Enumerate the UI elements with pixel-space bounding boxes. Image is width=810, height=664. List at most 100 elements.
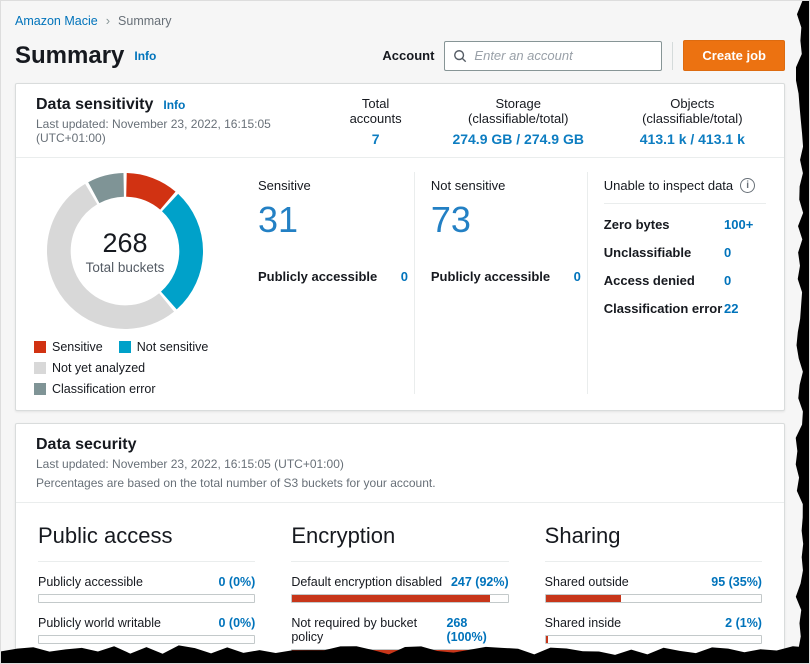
not-sensitive-count[interactable]: 73 bbox=[430, 199, 471, 240]
total-accounts-value[interactable]: 7 bbox=[371, 131, 380, 147]
account-label: Account bbox=[382, 48, 435, 63]
page-title: Summary bbox=[15, 41, 125, 69]
section-heading-public-access: Public access bbox=[38, 511, 256, 562]
breadcrumb-amazon-macie-link[interactable]: Amazon Macie bbox=[15, 13, 98, 28]
donut-segment-not-sensitive[interactable] bbox=[46, 172, 204, 330]
legend-swatch-sensitive bbox=[34, 341, 46, 353]
not-sensitive-column: Not sensitive 73 Publicly accessible 0 bbox=[415, 170, 587, 396]
buckets-donut-chart: 268 Total buckets bbox=[46, 172, 204, 330]
page-header: Summary Info Account Create job bbox=[15, 40, 785, 71]
stat-label: Shared inside bbox=[544, 616, 622, 630]
legend-label: Not sensitive bbox=[136, 340, 209, 354]
stat-label: Not required by bucket policy bbox=[291, 616, 418, 644]
column-divider bbox=[586, 172, 588, 394]
stat-value[interactable]: 247 (92%) bbox=[450, 575, 509, 589]
stat-value[interactable]: 0 (0%) bbox=[218, 575, 256, 589]
data-sensitivity-header: Data sensitivity Info Last updated: Nove… bbox=[16, 84, 784, 158]
storage-stat: Storage (classifiable/total) 274.9 GB / … bbox=[446, 96, 591, 147]
bar-track bbox=[38, 594, 256, 603]
classification-error-value[interactable]: 22 bbox=[724, 301, 739, 316]
access-denied-value[interactable]: 0 bbox=[724, 273, 732, 288]
classification-error-row: Classification error 22 bbox=[604, 301, 766, 316]
security-section-sharing: Sharing Shared outside 95 (35%) Shared insi… bbox=[544, 511, 762, 663]
page-info-link[interactable]: Info bbox=[134, 48, 157, 63]
data-security-columns: Public access Publicly accessible 0 (0%) Pu… bbox=[16, 503, 784, 663]
sensitive-label: Sensitive bbox=[258, 178, 311, 193]
bar-fill bbox=[545, 595, 622, 602]
data-sensitivity-title: Data sensitivity bbox=[36, 96, 154, 113]
bar-track bbox=[544, 635, 762, 644]
not-sensitive-label: Not sensitive bbox=[430, 178, 506, 193]
data-security-title: Data security bbox=[36, 436, 137, 453]
zero-bytes-value[interactable]: 100+ bbox=[724, 217, 754, 232]
legend-item-classification-error[interactable]: Classification error bbox=[34, 382, 156, 396]
data-security-last-updated: Last updated: November 23, 2022, 16:15:0… bbox=[36, 457, 344, 471]
stat-row-publicly-accessible: Publicly accessible 0 (0%) bbox=[38, 575, 256, 603]
security-section-encryption: Encryption Default encryption disabled 247… bbox=[291, 511, 509, 663]
classification-error-label: Classification error bbox=[603, 301, 723, 316]
stat-label: Publicly world writable bbox=[38, 616, 161, 630]
access-denied-label: Access denied bbox=[603, 273, 695, 288]
stat-value[interactable]: 268 (100%) bbox=[446, 616, 487, 644]
legend-item-sensitive[interactable]: Sensitive bbox=[34, 340, 103, 354]
storage-label: Storage (classifiable/total) bbox=[468, 96, 569, 126]
section-heading-sharing: Sharing bbox=[544, 511, 762, 562]
zero-bytes-label: Zero bytes bbox=[603, 217, 670, 232]
legend-item-not-yet-analyzed[interactable]: Not yet analyzed bbox=[34, 361, 145, 375]
objects-stat: Objects (classifiable/total) 413.1 k / 4… bbox=[621, 96, 764, 147]
stat-value[interactable]: 0 (0%) bbox=[218, 616, 256, 630]
stat-label: Publicly accessible bbox=[38, 575, 143, 589]
bar-fill bbox=[545, 636, 548, 643]
zero-bytes-row: Zero bytes 100+ bbox=[604, 217, 766, 232]
legend-swatch-classification-error bbox=[34, 383, 46, 395]
sensitive-publicly-accessible-label: Publicly accessible bbox=[258, 268, 378, 284]
donut-segment-not-yet-analyzed[interactable] bbox=[46, 172, 204, 330]
account-search-input[interactable] bbox=[474, 48, 654, 63]
bar-track bbox=[38, 635, 256, 644]
unclassifiable-label: Unclassifiable bbox=[603, 245, 692, 260]
account-filter-group: Account Create job bbox=[382, 40, 785, 71]
unable-to-inspect-title: Unable to inspect data bbox=[603, 178, 734, 193]
column-divider bbox=[414, 172, 415, 394]
unclassifiable-value[interactable]: 0 bbox=[724, 245, 732, 260]
data-security-header: Data security Last updated: November 23,… bbox=[16, 424, 784, 503]
sensitive-column: Sensitive 31 Publicly accessible 0 bbox=[242, 170, 414, 396]
info-icon[interactable]: i bbox=[740, 178, 756, 193]
legend-item-not-sensitive[interactable]: Not sensitive bbox=[118, 340, 209, 354]
stat-label: Default encryption disabled bbox=[291, 575, 443, 589]
storage-value[interactable]: 274.9 GB / 274.9 GB bbox=[452, 131, 584, 147]
data-sensitivity-info-link[interactable]: Info bbox=[163, 98, 186, 112]
account-search-box[interactable] bbox=[444, 40, 663, 71]
sensitive-count[interactable]: 31 bbox=[258, 199, 299, 240]
legend-swatch-not-yet-analyzed bbox=[34, 362, 46, 374]
data-security-card: Data security Last updated: November 23,… bbox=[15, 423, 785, 663]
stat-value[interactable]: 2 (1%) bbox=[725, 616, 762, 630]
breadcrumb: Amazon Macie › Summary bbox=[15, 9, 785, 28]
totals-group: Total accounts 7 Storage (classifiable/t… bbox=[335, 96, 764, 147]
sensitive-publicly-accessible-row: Publicly accessible 0 bbox=[258, 269, 408, 284]
stat-row-shared-inside: Shared inside 2 (1%) bbox=[544, 616, 762, 644]
legend-label: Classification error bbox=[52, 382, 156, 396]
not-sensitive-publicly-accessible-value[interactable]: 0 bbox=[573, 268, 581, 284]
breadcrumb-current: Summary bbox=[118, 13, 172, 28]
data-sensitivity-last-updated: Last updated: November 23, 2022, 16:15:0… bbox=[36, 117, 271, 145]
donut-chart-svg bbox=[46, 172, 204, 330]
search-icon bbox=[453, 49, 467, 63]
sensitive-publicly-accessible-value[interactable]: 0 bbox=[400, 268, 408, 284]
unable-to-inspect-panel: Unable to inspect data i Zero bytes 100+… bbox=[588, 170, 768, 396]
stat-value[interactable]: 95 (35%) bbox=[711, 575, 762, 589]
breadcrumb-chevron-icon: › bbox=[105, 13, 111, 28]
bar-track bbox=[291, 594, 509, 603]
donut-legend: Sensitive Not sensitive Not yet analyzed Cl… bbox=[34, 330, 280, 396]
data-sensitivity-card: Data sensitivity Info Last updated: Nove… bbox=[15, 83, 785, 411]
stat-row-default-encryption-disabled: Default encryption disabled 247 (92%) bbox=[291, 575, 509, 603]
bar-track bbox=[544, 594, 762, 603]
legend-label: Not yet analyzed bbox=[52, 361, 146, 375]
data-security-note: Percentages are based on the total numbe… bbox=[36, 476, 436, 490]
section-heading-encryption: Encryption bbox=[291, 511, 509, 562]
legend-swatch-not-sensitive bbox=[118, 341, 131, 353]
unclassifiable-row: Unclassifiable 0 bbox=[604, 245, 766, 260]
objects-value[interactable]: 413.1 k / 413.1 k bbox=[639, 131, 745, 147]
create-job-button[interactable]: Create job bbox=[683, 40, 785, 71]
stat-row-publicly-world-writable: Publicly world writable 0 (0%) bbox=[38, 616, 256, 644]
